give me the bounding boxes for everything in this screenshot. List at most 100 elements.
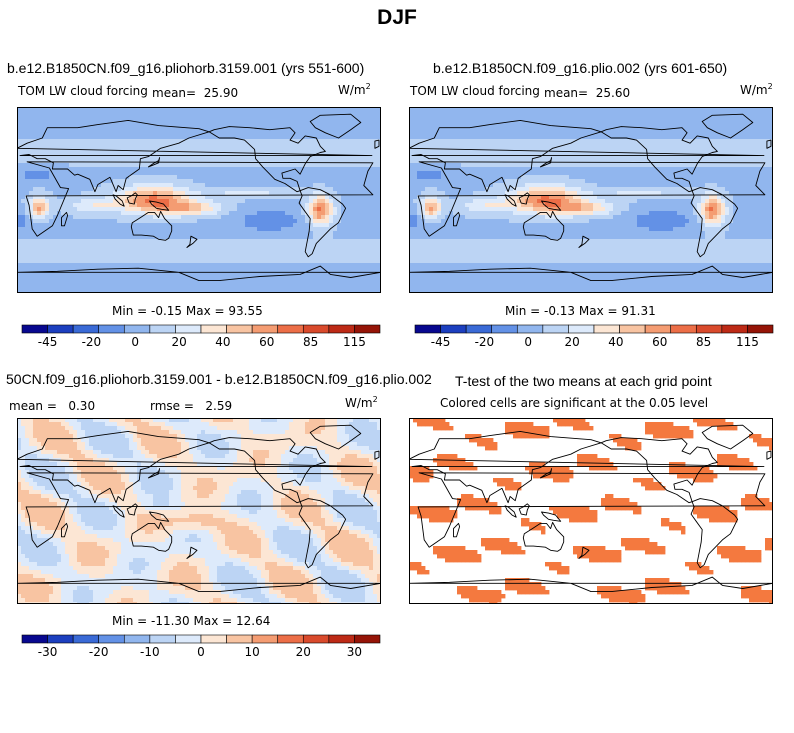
field-cell	[297, 167, 302, 172]
field-cell	[417, 267, 422, 272]
field-cell	[129, 243, 134, 248]
field-cell	[209, 139, 214, 144]
field-cell	[461, 243, 466, 248]
field-cell	[413, 271, 418, 276]
field-cell	[365, 231, 370, 236]
field-cell	[45, 243, 50, 248]
field-cell	[277, 175, 282, 180]
field-cell	[165, 267, 170, 272]
field-cell	[261, 195, 266, 200]
field-cell	[17, 207, 22, 212]
field-cell	[113, 119, 118, 124]
field-cell	[165, 263, 170, 268]
field-cell	[345, 175, 350, 180]
field-cell	[177, 235, 182, 240]
field-cell	[253, 175, 258, 180]
field-cell	[345, 243, 350, 248]
field-cell	[45, 175, 50, 180]
field-cell	[225, 243, 230, 248]
field-cell	[37, 127, 42, 132]
field-cell	[69, 167, 74, 172]
field-cell	[453, 239, 458, 244]
field-cell	[129, 199, 134, 204]
field-cell	[465, 123, 470, 128]
field-cell	[181, 167, 186, 172]
field-cell	[217, 167, 222, 172]
field-cell	[277, 255, 282, 260]
field-cell	[57, 119, 62, 124]
field-cell	[121, 255, 126, 260]
field-cell	[293, 123, 298, 128]
field-cell	[153, 287, 158, 292]
field-cell	[73, 271, 78, 276]
field-cell	[317, 287, 322, 292]
field-cell	[373, 279, 378, 284]
field-cell	[337, 271, 342, 276]
field-cell	[461, 155, 466, 160]
field-cell	[69, 243, 74, 248]
field-cell	[281, 147, 286, 152]
field-cell	[249, 235, 254, 240]
field-cell	[109, 271, 114, 276]
field-cell	[317, 239, 322, 244]
field-cell	[349, 211, 354, 216]
field-cell	[321, 143, 326, 148]
field-cell	[49, 111, 54, 116]
field-cell	[89, 187, 94, 192]
panel2-units: W/m2	[740, 82, 773, 97]
field-cell	[225, 143, 230, 148]
field-cell	[217, 155, 222, 160]
field-cell	[241, 123, 246, 128]
field-cell	[289, 199, 294, 204]
field-cell	[305, 275, 310, 280]
field-cell	[273, 179, 278, 184]
field-cell	[153, 283, 158, 288]
field-cell	[133, 115, 138, 120]
field-cell	[77, 171, 82, 176]
field-cell	[25, 163, 30, 168]
field-cell	[41, 223, 46, 228]
field-cell	[69, 159, 74, 164]
field-cell	[117, 263, 122, 268]
field-cell	[105, 251, 110, 256]
field-cell	[193, 111, 198, 116]
field-cell	[101, 283, 106, 288]
field-cell	[297, 211, 302, 216]
field-cell	[345, 111, 350, 116]
field-cell	[65, 283, 70, 288]
field-cell	[369, 239, 374, 244]
field-cell	[41, 247, 46, 252]
field-cell	[425, 159, 430, 164]
field-cell	[281, 183, 286, 188]
field-cell	[113, 131, 118, 136]
field-cell	[77, 187, 82, 192]
field-cell	[245, 147, 250, 152]
field-cell	[117, 135, 122, 140]
field-cell	[409, 167, 414, 172]
field-cell	[137, 163, 142, 168]
field-cell	[357, 171, 362, 176]
field-cell	[409, 107, 414, 112]
field-cell	[101, 215, 106, 220]
field-cell	[237, 115, 242, 120]
field-cell	[189, 199, 194, 204]
field-cell	[313, 263, 318, 268]
field-cell	[281, 231, 286, 236]
field-cell	[61, 159, 66, 164]
field-cell	[265, 267, 270, 272]
field-cell	[57, 191, 62, 196]
field-cell	[425, 119, 430, 124]
field-cell	[245, 227, 250, 232]
field-cell	[369, 247, 374, 252]
field-cell	[165, 115, 170, 120]
field-cell	[249, 163, 254, 168]
field-cell	[417, 119, 422, 124]
field-cell	[153, 175, 158, 180]
field-cell	[121, 259, 126, 264]
field-cell	[361, 187, 366, 192]
field-cell	[433, 151, 438, 156]
field-cell	[289, 123, 294, 128]
field-cell	[129, 187, 134, 192]
field-cell	[409, 159, 414, 164]
field-cell	[133, 255, 138, 260]
